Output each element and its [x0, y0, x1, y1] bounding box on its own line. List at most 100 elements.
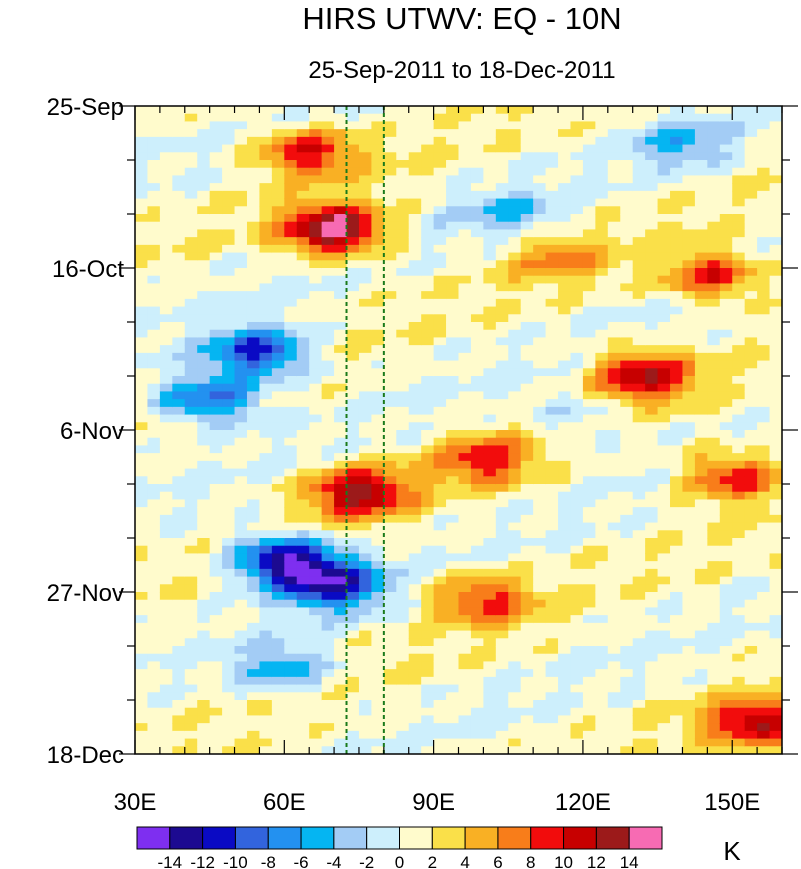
heatmap-cell	[645, 144, 659, 153]
heatmap-cell	[558, 468, 572, 477]
heatmap-cell	[421, 746, 435, 754]
heatmap-cell	[135, 553, 149, 562]
heatmap-cell	[682, 113, 696, 123]
heatmap-cell	[284, 206, 298, 215]
heatmap-cell	[570, 707, 584, 717]
heatmap-cell	[446, 121, 460, 130]
heatmap-cell	[296, 653, 310, 663]
heatmap-cell	[558, 352, 572, 362]
heatmap-cell	[533, 406, 547, 416]
heatmap-cell	[446, 152, 460, 161]
heatmap-cell	[234, 746, 248, 754]
heatmap-cell	[383, 167, 397, 177]
heatmap-cell	[421, 345, 435, 354]
heatmap-cell	[607, 237, 621, 246]
heatmap-cell	[309, 198, 323, 207]
heatmap-cell	[222, 268, 236, 277]
heatmap-cell	[769, 430, 782, 439]
heatmap-cell	[694, 144, 708, 153]
heatmap-cell	[545, 584, 559, 593]
heatmap-cell	[670, 190, 684, 200]
heatmap-cell	[135, 530, 149, 539]
heatmap-cell	[545, 491, 559, 501]
heatmap-cell	[682, 275, 696, 285]
heatmap-cell	[271, 730, 285, 740]
heatmap-cell	[309, 314, 323, 323]
heatmap-cell	[309, 646, 323, 655]
heatmap-cell	[769, 522, 782, 531]
heatmap-cell	[135, 391, 149, 400]
heatmap-cell	[732, 283, 746, 292]
heatmap-cell	[408, 661, 422, 670]
heatmap-cell	[421, 121, 435, 130]
heatmap-cell	[508, 214, 522, 223]
heatmap-cell	[657, 630, 671, 639]
heatmap-cell	[682, 136, 696, 146]
heatmap-cell	[284, 190, 298, 200]
heatmap-cell	[495, 460, 509, 470]
heatmap-cell	[744, 576, 758, 585]
heatmap-cell	[433, 136, 447, 146]
heatmap-cell	[670, 229, 684, 238]
heatmap-cell	[309, 337, 323, 346]
heatmap-cell	[570, 283, 584, 292]
heatmap-cell	[421, 538, 435, 547]
heatmap-cell	[545, 399, 559, 408]
heatmap-cell	[632, 700, 646, 709]
heatmap-cell	[209, 723, 223, 732]
heatmap-cell	[396, 260, 410, 269]
heatmap-cell	[446, 298, 460, 308]
heatmap-cell	[222, 646, 236, 655]
heatmap-cell	[582, 437, 596, 447]
heatmap-cell	[595, 306, 609, 315]
heatmap-cell	[421, 252, 435, 261]
heatmap-cell	[558, 653, 572, 663]
heatmap-cell	[607, 252, 621, 261]
heatmap-cell	[582, 337, 596, 346]
heatmap-cell	[520, 244, 534, 254]
heatmap-cell	[707, 144, 721, 153]
heatmap-cell	[383, 337, 397, 346]
heatmap-cell	[483, 190, 497, 200]
heatmap-cell	[222, 298, 236, 308]
heatmap-cell	[595, 260, 609, 269]
heatmap-cell	[358, 291, 373, 300]
heatmap-cell	[371, 507, 385, 516]
heatmap-cell	[222, 622, 236, 632]
heatmap-cell	[421, 568, 435, 578]
heatmap-cell	[682, 514, 696, 524]
heatmap-cell	[520, 252, 534, 261]
heatmap-cell	[321, 129, 335, 138]
heatmap-cell	[682, 368, 696, 377]
heatmap-cell	[209, 291, 223, 300]
heatmap-cell	[657, 121, 671, 130]
heatmap-cell	[271, 167, 285, 177]
heatmap-cell	[284, 584, 298, 593]
heatmap-cell	[284, 229, 298, 238]
heatmap-cell	[421, 129, 435, 138]
heatmap-cell	[433, 700, 447, 709]
heatmap-cell	[520, 684, 534, 693]
heatmap-cell	[358, 152, 373, 161]
heatmap-cell	[694, 499, 708, 508]
heatmap-cell	[558, 538, 572, 547]
heatmap-cell	[520, 283, 534, 292]
heatmap-cell	[495, 430, 509, 439]
heatmap-cell	[396, 599, 410, 609]
heatmap-cell	[334, 676, 348, 686]
heatmap-cell	[433, 291, 447, 300]
heatmap-cell	[670, 646, 684, 655]
heatmap-cell	[371, 584, 385, 593]
heatmap-cell	[670, 723, 684, 732]
heatmap-cell	[595, 113, 609, 123]
heatmap-cell	[222, 160, 236, 169]
heatmap-cell	[595, 106, 609, 115]
heatmap-cell	[607, 283, 621, 292]
heatmap-cell	[433, 345, 447, 354]
heatmap-cell	[744, 430, 758, 439]
heatmap-cell	[433, 507, 447, 516]
heatmap-cell	[670, 237, 684, 246]
heatmap-cell	[421, 206, 435, 215]
heatmap-cell	[396, 538, 410, 547]
heatmap-cell	[495, 522, 509, 531]
